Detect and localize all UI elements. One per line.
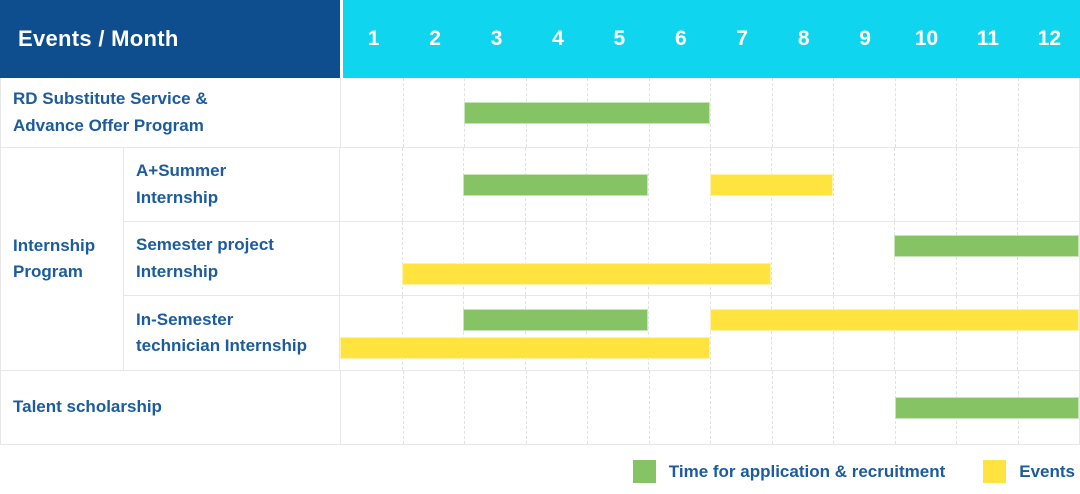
application-recruitment-bar [463,309,648,331]
chart-cell-rd-substitute [341,78,1079,147]
month-gridline [833,371,834,444]
internship-program-subrows: A+Summer Internship Semester project Int… [124,148,1079,370]
month-gridline [955,148,957,221]
row-rd-substitute: RD Substitute Service & Advance Offer Pr… [1,78,1079,148]
month-gridline [709,222,711,295]
month-label: 2 [429,27,441,50]
application-recruitment-bar [464,101,710,124]
month-gridline [647,148,649,221]
row-semester-project: Semester project Internship [124,222,1079,296]
green-swatch-icon [632,460,656,483]
month-gridline [525,371,527,444]
month-gridline [648,371,650,444]
legend-entry-recruitment: Time for application & recruitment [632,460,946,483]
month-gridline [464,371,465,444]
legend: Time for application & recruitment Event… [0,445,1080,494]
table-header-row: Events / Month 1 2 3 4 5 6 7 8 9 10 11 12 [0,0,1080,78]
month-gridline [647,296,649,370]
month-gridline [401,148,403,221]
month-label: 11 [976,27,1000,50]
month-gridline [587,371,588,444]
month-gridline [832,296,834,370]
month-gridline [586,296,588,370]
events-bar [709,309,1079,331]
month-gridline [524,296,526,370]
events-month-header: Events / Month [0,0,340,78]
yellow-swatch-icon [983,460,1007,483]
chart-cell-a-plus-summer [340,148,1079,221]
legend-label-events: Events [1019,461,1075,481]
application-recruitment-bar [894,396,1079,419]
month-label: 9 [859,27,871,50]
month-header-strip: 1 2 3 4 5 6 7 8 9 10 11 12 [340,0,1080,78]
month-label: 5 [613,27,626,50]
group-label-internship-program: Internship Program [1,148,124,370]
chart-cell-talent-scholarship [341,371,1079,444]
row-label-talent-scholarship: Talent scholarship [1,371,341,444]
month-label: 7 [736,27,749,50]
month-label: 10 [914,27,939,50]
month-gridline [833,78,834,147]
application-recruitment-bar [894,235,1079,257]
table-body: RD Substitute Service & Advance Offer Pr… [0,78,1080,445]
row-label-rd-substitute: RD Substitute Service & Advance Offer Pr… [1,78,341,147]
month-gridline [402,78,404,147]
month-gridline [955,296,957,370]
legend-entry-events: Events [983,460,1075,483]
month-label: 6 [674,27,687,50]
month-gridline [463,222,465,295]
month-gridline [647,222,649,295]
month-gridline [586,222,588,295]
month-gridline [956,78,957,147]
month-gridline [463,296,465,370]
events-bar [709,173,833,196]
month-gridline [1017,222,1019,295]
month-gridline [894,296,896,370]
chart-cell-in-semester-technician [340,296,1079,370]
month-gridline [1017,148,1019,221]
month-label: 8 [797,27,810,50]
month-label: 12 [1037,27,1062,50]
row-talent-scholarship: Talent scholarship [1,371,1079,444]
row-label-a-plus-summer: A+Summer Internship [124,148,340,221]
month-gridline [401,222,403,295]
month-gridline [832,148,834,221]
month-label: 4 [552,27,564,50]
month-gridline [524,222,526,295]
application-recruitment-bar [463,173,648,196]
month-gridline [955,222,957,295]
month-gridline [771,78,773,147]
month-gridline [709,296,711,370]
month-gridline [771,222,773,295]
month-gridline [894,148,896,221]
row-in-semester-technician: In-Semester technician Internship [124,296,1079,370]
month-gridline [894,222,896,295]
month-gridline [402,371,404,444]
chart-cell-semester-project [340,222,1079,295]
events-bar [340,337,710,359]
legend-label-recruitment: Time for application & recruitment [668,461,946,481]
month-gridline [710,371,711,444]
month-gridline [771,371,773,444]
row-a-plus-summer: A+Summer Internship [124,148,1079,222]
month-label: 3 [490,27,503,50]
month-gridline [894,78,896,147]
month-gridline [401,296,403,370]
month-label: 1 [367,27,380,50]
row-label-semester-project: Semester project Internship [124,222,340,295]
month-gridline [832,222,834,295]
month-gridline [710,78,711,147]
row-label-in-semester-technician: In-Semester technician Internship [124,296,340,370]
month-gridline [1017,78,1019,147]
internship-program-group: Internship Program A+Summer Internship S… [1,148,1079,371]
events-bar [401,263,772,285]
month-gridline [771,296,773,370]
month-gridline [1017,296,1019,370]
